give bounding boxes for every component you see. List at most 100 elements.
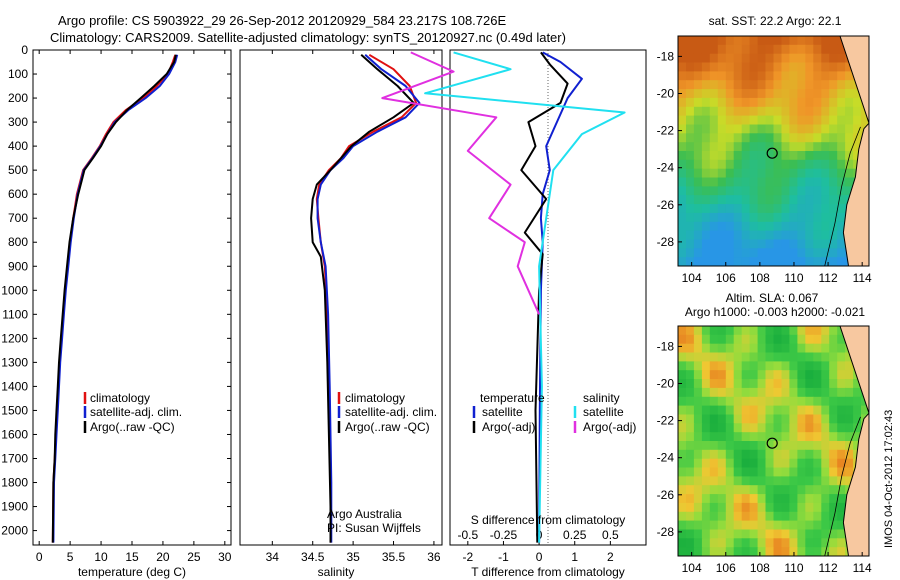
sla_map-cell-1-19: [829, 334, 838, 345]
sst_map-cell-6-17: [813, 89, 822, 99]
sla_map-cell-21-7: [733, 511, 743, 522]
sst_map-cell-4-20: [837, 71, 846, 81]
sla_map-cell-20-10: [757, 502, 767, 513]
sst_map-cell-3-20: [837, 62, 846, 72]
sla_map-cell-1-20: [837, 334, 846, 345]
sst_map-cell-14-11: [765, 159, 775, 170]
sst_map-cell-12-13: [781, 142, 791, 152]
sla_map-cell-14-4: [709, 449, 719, 460]
sla_map-cell-20-6: [725, 502, 735, 513]
sst_map-cell-1-11: [765, 44, 775, 55]
sst_map-cell-23-10: [757, 239, 767, 249]
sst_map-cell-11-13: [781, 133, 791, 143]
sst_map-cell-18-15: [797, 195, 806, 205]
sst_map-cell-21-13: [781, 221, 791, 232]
sla_map-cell-14-16: [805, 449, 814, 460]
sla_map-cell-8-20: [837, 396, 846, 407]
sst_map-cell-9-6: [725, 115, 735, 125]
sla_map-cell-9-21: [845, 405, 854, 415]
sst_map-cell-23-15: [797, 239, 806, 249]
sst_map-cell-7-15: [797, 97, 806, 108]
sla_map-cell-10-12: [773, 414, 783, 424]
sst_map-cell-11-10: [757, 133, 767, 143]
sla_map-cell-9-16: [805, 405, 814, 415]
sla_map-cell-6-12: [773, 379, 783, 389]
sla_map-cell-4-16: [805, 361, 814, 371]
sla_map-cell-8-22: [853, 396, 862, 407]
sla_map-cell-22-14: [789, 520, 798, 530]
sla_map-cell-16-21: [845, 467, 854, 477]
sst_map-cell-18-2: [693, 195, 703, 205]
sst_map-cell-5-14: [789, 80, 798, 90]
sst_map-cell-21-11: [765, 221, 775, 232]
sst_map-cell-15-15: [797, 168, 806, 179]
sst_map-cell-10-14: [789, 124, 798, 134]
sst_map-cell-9-11: [765, 115, 775, 125]
sla_map-cell-2-1: [686, 343, 695, 354]
sst_map-cell-4-19: [829, 71, 838, 81]
sla_map-cell-1-10: [757, 334, 767, 345]
sst_map-cell-9-4: [709, 115, 719, 125]
sla_map-cell-12-2: [693, 432, 703, 442]
sst_map-cell-14-0: [678, 159, 687, 170]
sst_map-cell-12-6: [725, 142, 735, 152]
temperature-xtick-label-6: 30: [218, 550, 232, 564]
sst_map-cell-22-19: [829, 230, 838, 240]
sla_map-cell-21-0: [678, 511, 687, 522]
sst_map-cell-23-11: [765, 239, 775, 249]
sst_map-xtick-label-2: 108: [750, 271, 770, 285]
sla_map-cell-2-10: [757, 343, 767, 354]
sla_map-cell-9-13: [781, 405, 791, 415]
sst_map-cell-0-7: [733, 36, 743, 46]
sla_map-cell-19-1: [686, 494, 695, 504]
temperature-legend: climatology satellite-adj. clim. Argo(..…: [83, 391, 182, 434]
sst_map-cell-7-12: [773, 97, 783, 108]
salinity-xtick-label-3: 35.5: [382, 550, 406, 564]
sst_map-cell-1-6: [725, 44, 735, 55]
sla_map-cell-10-10: [757, 414, 767, 424]
sla_map-cell-18-12: [773, 485, 783, 495]
sla_map-cell-3-15: [797, 352, 806, 362]
sst_map-cell-9-13: [781, 115, 791, 125]
sla_map-cell-18-20: [837, 485, 846, 495]
sla_map-cell-1-1: [686, 334, 695, 345]
sla_map-cell-19-14: [789, 494, 798, 504]
sst_map-cell-3-5: [717, 62, 727, 72]
sla_map-cell-12-17: [813, 432, 822, 442]
sst_map-cell-23-7: [733, 239, 743, 249]
sst_map-cell-7-10: [757, 97, 767, 108]
sst_map-cell-10-0: [678, 124, 687, 134]
sla_map-cell-25-19: [829, 547, 838, 556]
sla_map-cell-12-16: [805, 432, 814, 442]
sst_map-cell-19-7: [733, 204, 743, 214]
sla_map-cell-16-11: [765, 467, 775, 477]
sst_map-cell-9-15: [797, 115, 806, 125]
sst_map-cell-13-5: [717, 151, 727, 161]
sla_map-cell-25-17: [813, 547, 822, 556]
sst_map-cell-17-19: [829, 186, 838, 196]
sst_map-cell-11-14: [789, 133, 798, 143]
sst_map-cell-12-15: [797, 142, 806, 152]
sla_map-cell-21-2: [693, 511, 703, 522]
sla_map-cell-16-4: [709, 467, 719, 477]
sla_map-cell-8-8: [741, 396, 751, 407]
sla_map-cell-8-12: [773, 396, 783, 407]
sst_map-cell-17-0: [678, 186, 687, 196]
sst_map-cell-0-17: [813, 36, 822, 46]
sla_map-cell-11-2: [693, 423, 703, 433]
sst_map-cell-2-1: [686, 53, 695, 64]
sst_map-cell-8-15: [797, 106, 806, 117]
sst_map-cell-22-4: [709, 230, 719, 240]
sla_map-cell-22-20: [837, 520, 846, 530]
sla_map-cell-17-8: [741, 476, 751, 486]
salinity-xtick-label-4: 36: [427, 550, 441, 564]
sst_map-cell-24-15: [797, 248, 806, 258]
depth-tick-label-10: 1000: [1, 283, 28, 297]
sla_map-cell-19-8: [741, 494, 751, 504]
sla_map-cell-21-4: [709, 511, 719, 522]
sst_map-cell-18-16: [805, 195, 814, 205]
sla_map-cell-14-0: [678, 449, 687, 460]
sla_map-cell-0-18: [821, 326, 830, 336]
sst_map-cell-9-16: [805, 115, 814, 125]
sst_map-cell-14-18: [821, 159, 830, 170]
